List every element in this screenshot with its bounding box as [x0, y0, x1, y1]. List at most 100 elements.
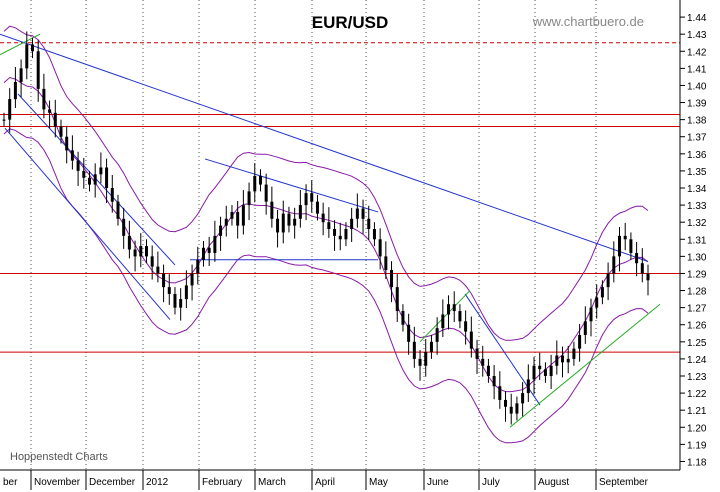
price-candle-body — [25, 44, 29, 69]
price-candle-body — [167, 287, 171, 294]
price-candle-body — [213, 235, 217, 253]
price-candle-body — [30, 44, 34, 52]
x-tick-label: July — [482, 477, 500, 488]
upper-band — [3, 25, 649, 341]
price-candle-body — [201, 247, 205, 260]
price-candle-body — [469, 331, 473, 349]
y-tick-label: 1.41 — [687, 64, 707, 75]
y-tick-label: 1.42 — [687, 47, 707, 58]
price-candle-body — [65, 136, 69, 151]
price-candle-body — [589, 307, 593, 322]
price-candle-body — [190, 273, 194, 286]
y-tick-label: 1.30 — [687, 252, 707, 263]
x-tick-label: November — [34, 477, 81, 488]
y-tick-label: 1.36 — [687, 150, 707, 161]
price-candle-body — [162, 273, 166, 288]
price-candle-body — [144, 246, 148, 257]
early-channel-bottom — [4, 127, 171, 320]
x-tick-label: May — [369, 477, 388, 488]
x-tick-label: August — [538, 477, 569, 488]
x-tick-label: February — [202, 477, 242, 488]
price-candle-body — [538, 365, 542, 370]
middle-band — [3, 76, 649, 393]
price-candle-body — [532, 365, 536, 380]
price-candle-body — [298, 205, 302, 219]
price-candle-body — [543, 369, 547, 376]
price-candle-body — [629, 239, 633, 253]
price-candle-body — [207, 247, 211, 253]
price-candle-body — [19, 68, 23, 83]
price-candle-body — [173, 293, 177, 308]
price-candle-body — [600, 287, 604, 298]
upper-channel-line — [204, 158, 379, 213]
price-candle-body — [378, 239, 382, 257]
price-candle-body — [367, 218, 371, 230]
y-tick-label: 1.22 — [687, 389, 707, 400]
y-tick-label: 1.43 — [687, 30, 707, 41]
rising-support-short — [419, 290, 471, 343]
price-candle-body — [122, 218, 126, 236]
price-candle-body — [561, 355, 565, 363]
price-candle-body — [486, 365, 490, 376]
price-candle-body — [566, 358, 570, 363]
y-tick-label: 1.31 — [687, 235, 707, 246]
price-candle-body — [327, 222, 331, 230]
price-candle-body — [93, 174, 97, 185]
price-candle-body — [401, 311, 405, 325]
price-candle-body — [481, 358, 485, 366]
price-candle-body — [53, 112, 57, 127]
price-candle-body — [344, 229, 348, 240]
price-candle-body — [578, 334, 582, 349]
price-candle-body — [424, 352, 428, 366]
price-candle-body — [139, 246, 143, 257]
price-candle-body — [36, 51, 40, 89]
x-tick-label: March — [258, 477, 286, 488]
price-candle-body — [646, 273, 650, 281]
price-candle-body — [321, 213, 325, 223]
price-candle-body — [504, 399, 508, 407]
price-candle-body — [384, 256, 388, 271]
y-tick-label: 1.24 — [687, 355, 707, 366]
price-candle-body — [333, 229, 337, 236]
y-tick-label: 1.25 — [687, 338, 707, 349]
watermark-text: www.chartbuero.de — [532, 14, 644, 29]
price-candle-body — [492, 376, 496, 387]
price-candle-body — [395, 287, 399, 312]
price-candle-body — [635, 252, 639, 264]
price-candle-body — [595, 297, 599, 308]
price-candle-body — [8, 99, 12, 120]
y-tick-label: 1.34 — [687, 184, 707, 195]
price-candle-body — [526, 379, 530, 394]
price-candle-body — [179, 299, 183, 308]
x-axis-ticks: ber November December 2012 February March Apri… — [3, 470, 649, 490]
price-candle-body — [276, 218, 280, 233]
price-candle-body — [515, 403, 519, 414]
y-tick-label: 1.26 — [687, 321, 707, 332]
x-tick-label: ber — [3, 477, 18, 488]
x-tick-label: 2012 — [146, 477, 169, 488]
price-candle-body — [241, 205, 245, 226]
price-candles — [2, 31, 650, 425]
price-candle-body — [224, 218, 228, 226]
price-candle-body — [184, 285, 188, 300]
y-tick-label: 1.27 — [687, 304, 707, 315]
y-tick-label: 1.29 — [687, 269, 707, 280]
price-candle-body — [70, 150, 74, 161]
price-candle-body — [447, 304, 451, 315]
price-candle-body — [549, 365, 553, 376]
price-candle-body — [2, 119, 6, 121]
price-candle-body — [281, 213, 285, 233]
price-candle-body — [640, 263, 644, 274]
y-tick-label: 1.28 — [687, 287, 707, 298]
price-candle-body — [76, 160, 80, 171]
price-candle-body — [264, 184, 268, 202]
price-candle-body — [310, 193, 314, 202]
price-candle-body — [338, 235, 342, 240]
price-candle-body — [435, 328, 439, 342]
peak-support-line — [0, 33, 41, 56]
price-candle-body — [429, 341, 433, 353]
price-candle-body — [452, 304, 456, 312]
lower-band — [3, 128, 649, 444]
price-candle-body — [498, 386, 502, 400]
